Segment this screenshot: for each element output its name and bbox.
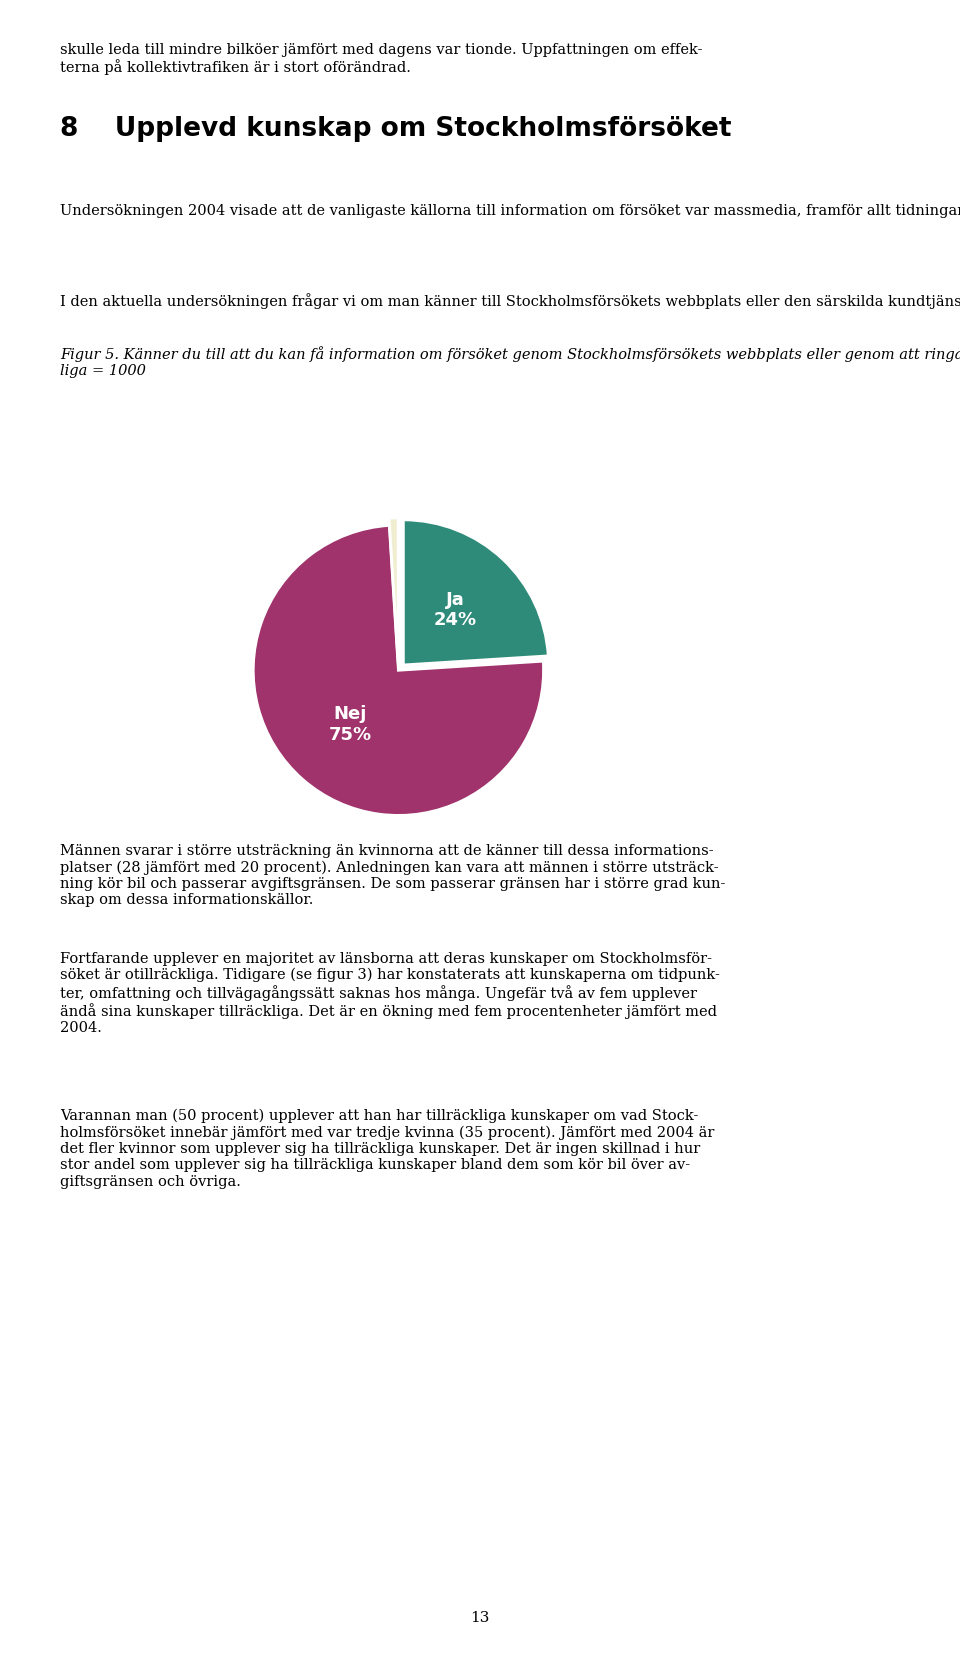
Wedge shape	[403, 520, 548, 665]
Text: Fortfarande upplever en majoritet av länsborna att deras kunskaper om Stockholms: Fortfarande upplever en majoritet av län…	[60, 952, 720, 1036]
Text: 8    Upplevd kunskap om Stockholmsförsöket: 8 Upplevd kunskap om Stockholmsförsöket	[60, 116, 732, 142]
Text: skulle leda till mindre bilköer jämfört med dagens var tionde. Uppfattningen om : skulle leda till mindre bilköer jämfört …	[60, 43, 703, 76]
Wedge shape	[253, 525, 543, 816]
Text: Varannan man (50 procent) upplever att han har tillräckliga kunskaper om vad Sto: Varannan man (50 procent) upplever att h…	[60, 1109, 715, 1188]
Text: Undersökningen 2004 visade att de vanligaste källorna till information om försök: Undersökningen 2004 visade att de vanlig…	[60, 202, 960, 218]
Text: Figur 5. Känner du till att du kan få information om försöket genom Stockholmsfö: Figur 5. Känner du till att du kan få in…	[60, 346, 960, 377]
Text: Nej
75%: Nej 75%	[329, 705, 372, 745]
Text: 13: 13	[470, 1612, 490, 1625]
Text: Männen svarar i större utsträckning än kvinnorna att de känner till dessa inform: Männen svarar i större utsträckning än k…	[60, 844, 726, 907]
Text: I den aktuella undersökningen frågar vi om man känner till Stockholmsförsökets w: I den aktuella undersökningen frågar vi …	[60, 293, 960, 309]
Wedge shape	[389, 518, 398, 664]
Text: Ja
24%: Ja 24%	[434, 591, 476, 629]
